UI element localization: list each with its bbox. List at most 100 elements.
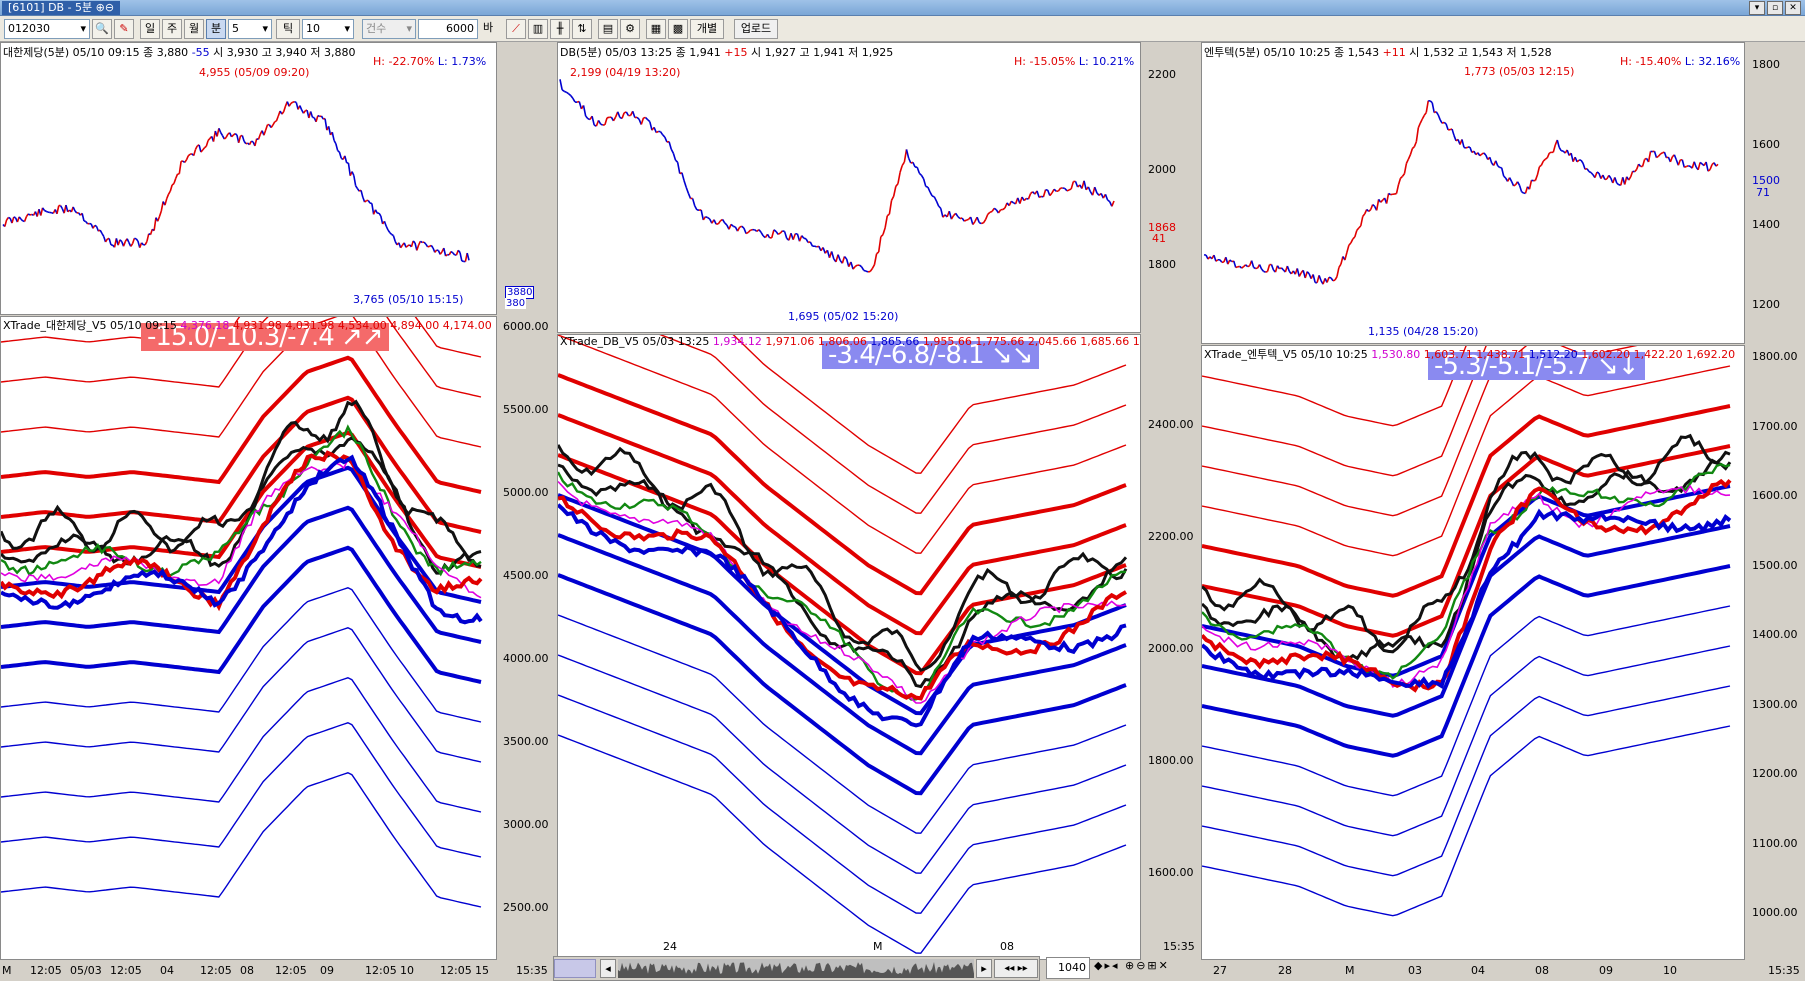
price-bar [320, 115, 324, 120]
period-day-button[interactable]: 일 [140, 19, 160, 39]
restore-button[interactable]: ▫ [1767, 1, 1783, 15]
count-select[interactable]: 건수 ▾ [362, 19, 416, 39]
candle-chart-icon[interactable]: ╫ [550, 19, 570, 39]
indicator-line [558, 471, 1127, 701]
price-bar [1399, 175, 1404, 179]
price-bar [865, 270, 869, 273]
price-bar [452, 252, 456, 256]
price-bar [1461, 139, 1465, 148]
middle-scrollbar[interactable]: ◂ ▸ ◂◂ ▸▸ [553, 956, 1040, 981]
print-icon[interactable]: ▤ [598, 19, 618, 39]
scroll-track[interactable] [618, 959, 974, 978]
search-icon[interactable]: 🔍 [92, 19, 112, 39]
left-bottom-ytick: 3500.00 [503, 735, 549, 748]
price-bar [1663, 151, 1668, 159]
period-minute-button[interactable]: 분 [206, 19, 226, 39]
individual-button[interactable]: 개별 [690, 19, 724, 39]
price-bar [1697, 162, 1701, 171]
price-bar [563, 90, 567, 93]
grid-icon[interactable]: ▩ [668, 19, 688, 39]
price-bar [568, 93, 572, 97]
envelope-band [558, 614, 1127, 834]
price-bar [1083, 180, 1087, 190]
minute-select[interactable]: 5 ▾ [228, 19, 272, 39]
right-xtick: 27 [1213, 964, 1227, 977]
upload-button[interactable]: 업로드 [734, 19, 778, 39]
price-bar [1707, 168, 1711, 172]
price-bar [1687, 164, 1691, 168]
price-bar [1279, 267, 1282, 270]
left-bottom-ytick: 5000.00 [503, 486, 549, 499]
minimize-button[interactable]: ▾ [1749, 1, 1765, 15]
price-bar [621, 112, 625, 119]
price-bar [399, 244, 404, 249]
right-top-chart[interactable]: 엔투텍(5분) 05/10 10:25 종 1,543 +11 시 1,532 … [1201, 42, 1745, 344]
price-bar [877, 236, 882, 253]
price-bar [171, 182, 175, 186]
price-bar [230, 134, 234, 138]
settings-icon[interactable]: ⚙ [620, 19, 640, 39]
scroll-thumb-left[interactable] [554, 959, 596, 978]
zoom-controls-icon[interactable]: ◆▸◂ ⊕⊖⊞✕ [1094, 959, 1170, 972]
period-week-button[interactable]: 주 [162, 19, 182, 39]
price-bar [374, 209, 378, 214]
stock-code-input[interactable]: 012030 ▾ [4, 19, 90, 39]
right-indicator-chart[interactable]: -5.3/-5.1/-5.7 ↘↓ XTrade_엔투텍_V5 05/10 10… [1201, 345, 1745, 960]
zoom-value[interactable]: 1040 [1046, 957, 1090, 979]
envelope-band [1202, 346, 1638, 517]
price-bar [1111, 200, 1115, 207]
price-bar [880, 234, 884, 238]
price-bar [405, 245, 409, 248]
middle-top-chart[interactable]: DB(5분) 05/03 13:25 종 1,941 +15 시 1,927 고… [557, 42, 1141, 333]
left-top-chart[interactable]: 대한제당(5분) 05/10 09:15 종 3,880 -55 시 3,930… [0, 42, 497, 315]
middle-indicator-chart[interactable]: -3.4/-6.8/-8.1 ↘↘ XTrade_DB_V5 05/03 13:… [557, 334, 1141, 960]
price-bar [40, 207, 44, 216]
chart-tool-icon[interactable]: ✎ [114, 19, 134, 39]
price-bar [1356, 227, 1360, 231]
left-xtick: 09 [320, 964, 334, 977]
line-chart-icon[interactable]: ⟋ [506, 19, 526, 39]
price-bar [59, 205, 64, 210]
middle-bottom-ytick: 2200.00 [1148, 530, 1194, 543]
window-title[interactable]: [6101] DB - 5분 ⊕⊖ [2, 1, 121, 15]
price-bar [809, 241, 814, 247]
price-bar [1656, 155, 1659, 159]
layout-icon[interactable]: ▦ [646, 19, 666, 39]
tick-select[interactable]: 10 ▾ [302, 19, 354, 39]
price-bar [814, 245, 817, 248]
scroll-left-arrow-icon[interactable]: ◂ [600, 959, 616, 978]
price-bar [1469, 146, 1473, 153]
tick-button[interactable]: 틱 [276, 19, 300, 39]
price-bar [450, 250, 454, 254]
price-bar [644, 116, 649, 121]
price-bar [461, 260, 464, 263]
price-bar [1489, 157, 1493, 164]
price-bar [1019, 196, 1023, 204]
price-bar [963, 219, 967, 222]
price-bar [1582, 163, 1586, 170]
price-bar [380, 215, 384, 225]
right-indicator-svg [1202, 346, 1732, 917]
compare-icon[interactable]: ⇅ [572, 19, 592, 39]
price-bar [290, 101, 294, 105]
scroll-right-arrow-icon[interactable]: ▸ [976, 959, 992, 978]
price-bar [1215, 259, 1219, 262]
price-bar [360, 190, 364, 198]
bar-chart-icon[interactable]: ▥ [528, 19, 548, 39]
left-xtick: 10 [400, 964, 414, 977]
price-bar [1439, 119, 1443, 124]
envelope-band [1202, 346, 1487, 477]
right-xtick: 09 [1599, 964, 1613, 977]
count-input[interactable]: 6000 [418, 19, 478, 39]
price-bar [1104, 194, 1109, 201]
indicator-line [1202, 478, 1732, 693]
price-bar [1540, 160, 1545, 166]
nav-buttons[interactable]: ◂◂ ▸▸ [994, 959, 1038, 978]
left-indicator-chart[interactable]: -15.0/-10.3/-7.4 ↗↗ XTrade_대한제당_V5 05/10… [0, 316, 497, 960]
close-button[interactable]: ✕ [1785, 1, 1801, 15]
period-month-button[interactable]: 월 [184, 19, 204, 39]
price-bar [13, 216, 16, 219]
price-bar [362, 196, 366, 203]
left-xtick: 12:05 [200, 964, 232, 977]
price-bar [204, 145, 207, 149]
